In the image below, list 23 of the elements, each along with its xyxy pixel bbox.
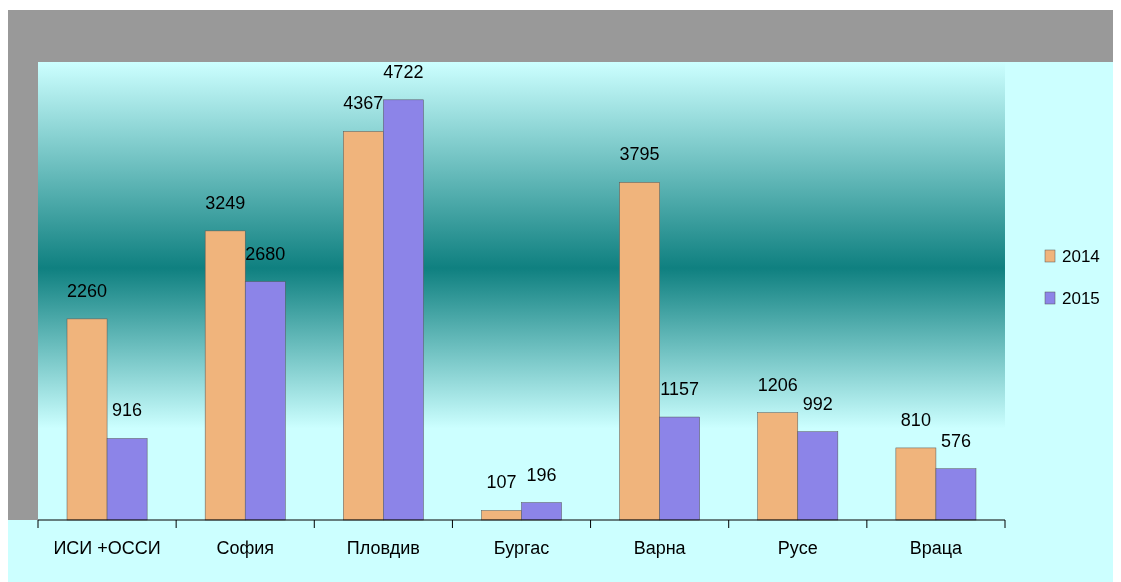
x-tick-label: Враца <box>909 538 964 558</box>
x-tick-label: София <box>216 538 275 558</box>
data-label: 810 <box>900 409 931 430</box>
data-label: 3795 <box>619 144 660 165</box>
legend-label: 2015 <box>1062 289 1100 308</box>
data-label: 3249 <box>205 192 246 213</box>
data-label: 2680 <box>245 243 286 264</box>
data-label: 2260 <box>67 280 108 301</box>
data-label: 4722 <box>383 61 424 82</box>
x-tick-label: Варна <box>633 538 687 558</box>
x-tick-label: ИСИ +ОССИ <box>53 538 161 558</box>
data-label: 107 <box>486 472 517 493</box>
data-label: 1157 <box>660 379 700 400</box>
x-tick-label: Русе <box>777 538 818 558</box>
x-tick-label: Пловдив <box>346 538 420 558</box>
x-tick-label: Бургас <box>493 538 550 558</box>
data-label: 916 <box>112 400 143 421</box>
data-label: 576 <box>940 430 971 451</box>
data-label: 4367 <box>343 93 384 114</box>
data-label: 1206 <box>757 374 798 395</box>
data-label: 992 <box>802 393 833 414</box>
data-label: 196 <box>526 464 557 485</box>
legend-label: 2014 <box>1062 247 1100 266</box>
